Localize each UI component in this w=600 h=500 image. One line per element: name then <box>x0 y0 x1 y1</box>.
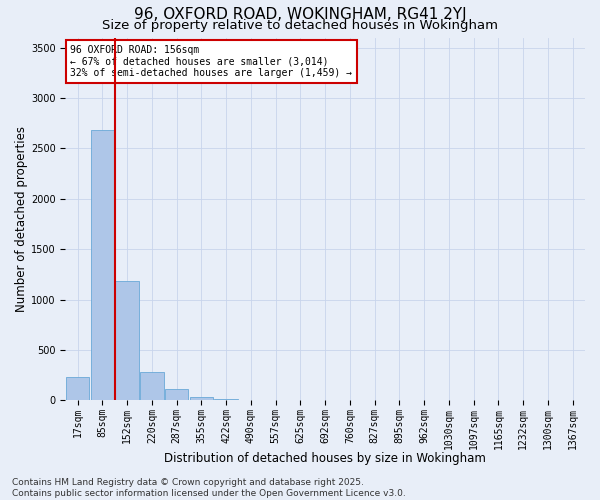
Y-axis label: Number of detached properties: Number of detached properties <box>15 126 28 312</box>
Text: Contains HM Land Registry data © Crown copyright and database right 2025.
Contai: Contains HM Land Registry data © Crown c… <box>12 478 406 498</box>
Bar <box>165 389 188 400</box>
Bar <box>115 282 139 401</box>
X-axis label: Distribution of detached houses by size in Wokingham: Distribution of detached houses by size … <box>164 452 486 465</box>
Bar <box>91 130 114 400</box>
Bar <box>190 398 213 400</box>
Bar <box>140 372 164 400</box>
Bar <box>66 378 89 400</box>
Text: 96, OXFORD ROAD, WOKINGHAM, RG41 2YJ: 96, OXFORD ROAD, WOKINGHAM, RG41 2YJ <box>134 8 466 22</box>
Text: 96 OXFORD ROAD: 156sqm
← 67% of detached houses are smaller (3,014)
32% of semi-: 96 OXFORD ROAD: 156sqm ← 67% of detached… <box>70 45 352 78</box>
Text: Size of property relative to detached houses in Wokingham: Size of property relative to detached ho… <box>102 19 498 32</box>
